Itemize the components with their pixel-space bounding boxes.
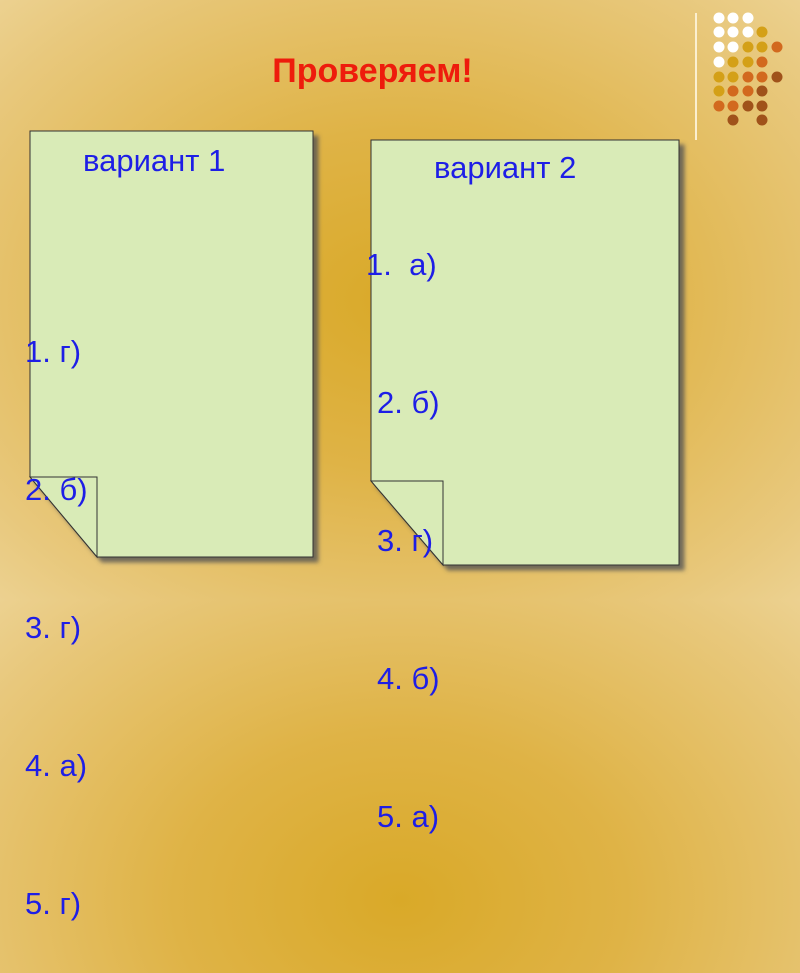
decor-dot <box>756 26 768 38</box>
decor-dot <box>742 12 754 24</box>
decor-dot <box>727 71 739 83</box>
answer: 5. г) <box>25 886 82 921</box>
decor-dot <box>756 56 768 68</box>
answer: 1. г) <box>25 334 82 369</box>
answer: 2. б) <box>25 472 88 507</box>
decor-dot <box>713 12 725 24</box>
folded-corner <box>369 480 444 567</box>
decor-dots <box>713 12 783 126</box>
decor-dot <box>727 12 739 24</box>
answer: 4. а) <box>25 748 88 783</box>
card1-heading: вариант 1 <box>83 143 226 178</box>
decor-dot <box>756 100 768 112</box>
decor-dot <box>727 26 739 38</box>
decor-dot <box>713 26 725 38</box>
decor-dot <box>756 114 768 126</box>
slide-graphics <box>28 12 783 567</box>
decor-dot <box>727 100 739 112</box>
card-variant-1 <box>28 130 314 559</box>
decor-dot <box>713 41 725 53</box>
decor-dot <box>713 56 725 68</box>
decor-dot <box>742 85 754 97</box>
card-variant-2 <box>369 139 680 567</box>
card2-answer-1: 1. а) <box>366 247 437 282</box>
decor-dot <box>742 41 754 53</box>
decor-dot <box>713 71 725 83</box>
card2-answers: 2. б) 3. г) 4. б) 5. а) <box>377 288 440 886</box>
decor-dot <box>771 71 783 83</box>
decor-dot <box>713 100 725 112</box>
decor-dot <box>727 114 739 126</box>
decor-dot <box>713 85 725 97</box>
decor-dot <box>771 41 783 53</box>
card1-answers: 1. г) 2. б) 3. г) 4. а) 5. г) <box>25 237 88 973</box>
answer: 3. г) <box>377 523 434 558</box>
answer: 2. б) <box>377 385 440 420</box>
decor-dot <box>756 41 768 53</box>
decor-dot <box>756 71 768 83</box>
decor-dot <box>742 71 754 83</box>
decor-dot <box>756 85 768 97</box>
decor-dot <box>727 85 739 97</box>
decor-dot <box>742 56 754 68</box>
answer: 4. б) <box>377 661 440 696</box>
card2-heading: вариант 2 <box>434 150 577 185</box>
decor-dot <box>742 26 754 38</box>
folded-corner <box>28 476 98 559</box>
decor-dot <box>742 100 754 112</box>
decor-dot <box>727 41 739 53</box>
slide-title: Проверяем! <box>272 52 473 90</box>
answer: 5. а) <box>377 799 440 834</box>
decor-dot <box>727 56 739 68</box>
answer: 3. г) <box>25 610 82 645</box>
